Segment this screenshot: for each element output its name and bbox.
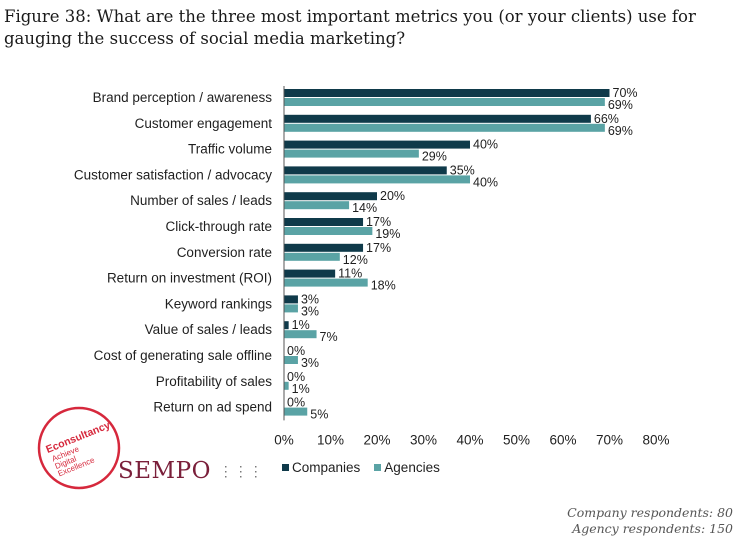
x-tick-10: 10% [317,432,344,447]
data-label-companies-profitability-of-sales: 0% [287,370,305,384]
bar-companies-keyword-rankings [284,295,298,304]
category-label-traffic-volume: Traffic volume [188,142,272,157]
data-label-companies-conversion-rate: 17% [366,241,391,255]
x-tick-40: 40% [456,432,483,447]
category-label-customer-satisfaction-advocacy: Customer satisfaction / advocacy [74,167,272,182]
bar-agencies-brand-perception-awareness [284,98,605,106]
data-label-agencies-conversion-rate: 12% [343,253,368,267]
legend-swatch-companies [282,464,289,471]
econsultancy-logo: Econsultancy Achieve Digital Excellence [37,406,121,490]
bar-companies-number-of-sales-leads [284,192,377,201]
data-labels: 70%69%66%69%40%29%35%40%20%14%17%19%17%1… [287,86,638,422]
bar-companies-value-of-sales-leads [284,321,289,330]
data-label-companies-return-on-investment-roi: 11% [338,267,362,281]
x-tick-70: 70% [596,432,623,447]
bar-companies-customer-engagement [284,114,591,123]
data-label-agencies-customer-satisfaction-advocacy: 40% [473,175,498,189]
legend-label-agencies: Agencies [384,460,440,475]
bar-agencies-profitability-of-sales [284,381,289,390]
x-tick-20: 20% [363,432,390,447]
x-tick-60: 60% [549,432,576,447]
data-label-agencies-profitability-of-sales: 1% [292,382,310,396]
data-label-companies-cost-of-generating-sale-offline: 0% [287,344,305,358]
agency-respondents: Agency respondents: 150 [572,521,733,536]
category-label-click-through-rate: Click-through rate [165,219,272,234]
x-tick-30: 30% [410,432,437,447]
data-label-companies-value-of-sales-leads: 1% [292,318,310,332]
figure-title: Figure 38: What are the three most impor… [4,7,696,48]
legend-swatch-agencies [374,464,382,471]
bar-companies-traffic-volume [284,140,470,149]
legend-item-agencies: Agencies [374,460,440,475]
data-label-companies-brand-perception-awareness: 70% [613,86,638,100]
data-label-agencies-traffic-volume: 29% [422,150,447,164]
data-label-companies-keyword-rankings: 3% [301,292,319,306]
bar-companies-click-through-rate [284,218,364,226]
category-label-return-on-investment-roi: Return on investment (ROI) [107,271,272,286]
x-tick-80: 80% [642,432,669,447]
data-label-agencies-click-through-rate: 19% [375,227,400,241]
bar-agencies-customer-engagement [284,123,605,132]
bar-agencies-cost-of-generating-sale-offline [284,356,298,364]
bar-agencies-conversion-rate [284,252,340,261]
data-label-companies-traffic-volume: 40% [473,138,498,152]
data-label-companies-number-of-sales-leads: 20% [380,189,405,203]
category-label-keyword-rankings: Keyword rankings [165,296,273,311]
data-label-companies-customer-satisfaction-advocacy: 35% [450,163,475,177]
bar-companies-return-on-investment-roi [284,269,336,278]
category-label-conversion-rate: Conversion rate [177,245,272,260]
x-axis-ticks: 0% 10% 20% 30% 40% 50% 60% 70% 80% [274,432,669,447]
bars-layer [284,89,610,416]
bar-agencies-keyword-rankings [284,304,298,313]
legend-item-companies: Companies [282,460,360,475]
data-label-companies-click-through-rate: 17% [366,215,391,229]
sempo-dots-icon: ⋮⋮⋮ [218,464,264,480]
bar-companies-customer-satisfaction-advocacy [284,166,447,175]
category-label-value-of-sales-leads: Value of sales / leads [145,322,273,337]
bar-agencies-value-of-sales-leads [284,330,317,339]
data-label-agencies-cost-of-generating-sale-offline: 3% [301,356,319,370]
data-label-agencies-keyword-rankings: 3% [301,304,319,318]
respondents-note: Company respondents: 80 Agency responden… [567,505,733,537]
category-label-number-of-sales-leads: Number of sales / leads [130,193,272,208]
bar-agencies-customer-satisfaction-advocacy [284,175,470,184]
legend-label-companies: Companies [292,460,361,475]
data-label-companies-return-on-ad-spend: 0% [287,396,305,410]
category-label-profitability-of-sales: Profitability of sales [156,374,273,389]
data-label-agencies-brand-perception-awareness: 69% [608,98,633,112]
bar-agencies-number-of-sales-leads [284,201,350,210]
bar-agencies-click-through-rate [284,227,373,235]
data-label-companies-customer-engagement: 66% [594,112,619,126]
x-tick-50: 50% [503,432,530,447]
category-label-customer-engagement: Customer engagement [135,116,273,131]
data-label-agencies-return-on-investment-roi: 18% [371,279,396,293]
data-label-agencies-customer-engagement: 69% [608,124,633,138]
legend: Companies Agencies [282,460,440,475]
category-labels: Brand perception / awareness Customer eng… [74,90,272,415]
bar-agencies-traffic-volume [284,149,419,158]
company-respondents: Company respondents: 80 [567,505,733,520]
bar-agencies-return-on-investment-roi [284,278,368,287]
x-tick-0: 0% [274,432,294,447]
data-label-agencies-number-of-sales-leads: 14% [352,201,377,215]
bar-companies-conversion-rate [284,243,364,252]
category-label-cost-of-generating-sale-offline: Cost of generating sale offline [94,348,272,363]
sempo-logo-text: SEMPO [118,458,211,484]
bar-companies-brand-perception-awareness [284,89,610,97]
data-label-agencies-return-on-ad-spend: 5% [310,408,328,422]
data-label-agencies-value-of-sales-leads: 7% [320,330,338,344]
category-label-return-on-ad-spend: Return on ad spend [153,400,272,415]
sempo-logo: SEMPO ⋮⋮⋮ [118,458,264,484]
bar-agencies-return-on-ad-spend [284,407,308,416]
category-label-brand-perception-awareness: Brand perception / awareness [93,90,273,105]
